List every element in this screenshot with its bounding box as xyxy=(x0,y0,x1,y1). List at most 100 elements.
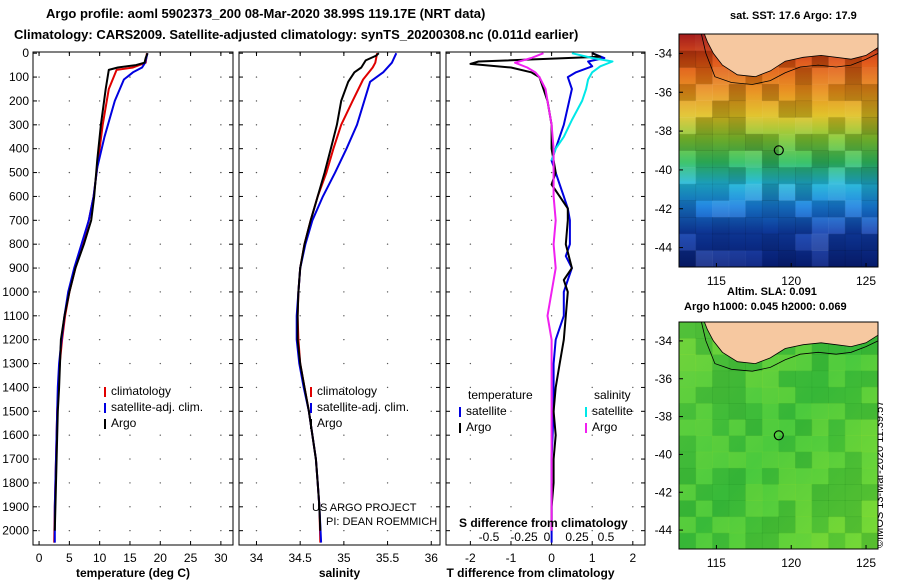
grid-dot xyxy=(430,100,432,102)
map-texture-cell xyxy=(745,467,763,485)
map-texture-cell xyxy=(679,34,697,52)
grid-dot xyxy=(591,147,593,150)
map-texture-cell xyxy=(728,83,746,102)
map-texture-cell xyxy=(745,183,763,201)
grid-dot xyxy=(159,171,161,174)
map-texture-cell xyxy=(728,386,746,404)
legend-label: Argo xyxy=(592,420,618,434)
map-texture-cell xyxy=(679,117,697,135)
map-texture-cell xyxy=(679,322,697,339)
map-texture-cell xyxy=(861,435,879,453)
grid-dot xyxy=(38,362,40,365)
grid-dot xyxy=(632,529,634,532)
map-texture-cell xyxy=(712,532,730,550)
x-axis-label: temperature (deg C) xyxy=(76,566,190,580)
map-x-tick-label: 115 xyxy=(707,556,726,570)
map-texture-cell xyxy=(828,500,846,518)
grid-dot xyxy=(189,434,192,436)
grid-dot xyxy=(38,267,40,269)
grid-dot xyxy=(220,76,222,78)
grid-dot xyxy=(632,195,634,198)
grid-dot xyxy=(591,458,593,460)
map-texture-cell xyxy=(861,451,879,469)
map-texture-cell xyxy=(828,217,846,235)
grid-dot xyxy=(255,506,258,508)
grid-dot xyxy=(98,410,101,413)
map-texture-cell xyxy=(712,451,730,469)
grid-dot xyxy=(299,171,301,174)
map-texture-cell xyxy=(844,451,862,469)
legend-label: satellite-adj. clim. xyxy=(317,400,409,414)
map-texture-cell xyxy=(811,217,829,235)
grid-dot xyxy=(220,529,222,532)
grid-dot xyxy=(343,315,345,317)
map-texture-cell xyxy=(811,484,829,501)
map-texture-cell xyxy=(828,67,846,85)
grid-dot xyxy=(220,506,222,508)
grid-dot xyxy=(469,267,472,269)
grid-dot xyxy=(299,219,301,222)
map-texture-cell xyxy=(728,217,746,235)
map-texture-cell xyxy=(844,386,862,404)
grid-dot xyxy=(430,243,432,245)
map-texture-cell xyxy=(844,100,862,118)
grid-dot xyxy=(632,338,634,341)
grid-dot xyxy=(550,171,553,174)
grid-dot xyxy=(510,243,512,245)
grid-dot xyxy=(38,219,40,222)
map-texture-cell xyxy=(745,500,763,518)
x-tick-label: 34.5 xyxy=(288,551,312,565)
grid-dot xyxy=(430,338,432,341)
grid-dot xyxy=(255,100,258,102)
grid-dot xyxy=(469,219,472,222)
grid-dot xyxy=(591,362,593,365)
x-axis-label: salinity xyxy=(319,566,361,580)
series-line-argo xyxy=(296,52,380,531)
grid-dot xyxy=(255,410,258,413)
map-texture-cell xyxy=(679,370,697,388)
grid-dot xyxy=(129,315,131,317)
map-texture-cell xyxy=(745,150,763,168)
map-frame xyxy=(678,33,879,268)
x-tick-label: 20 xyxy=(154,551,168,565)
y-tick-label: 1200 xyxy=(2,333,29,347)
map-texture-cell xyxy=(761,133,779,151)
map-texture-cell xyxy=(844,150,862,168)
map-texture-cell xyxy=(861,386,879,404)
map-texture-cell xyxy=(745,435,763,453)
grid-dot xyxy=(159,100,161,102)
map-texture-cell xyxy=(679,167,697,185)
map-texture-cell xyxy=(795,117,813,135)
map-texture-cell xyxy=(679,133,697,151)
map-texture-cell xyxy=(811,532,829,550)
map-texture-cell xyxy=(728,516,746,534)
grid-dot xyxy=(129,124,131,126)
x-tick-label: 1 xyxy=(589,551,596,565)
map-texture-cell xyxy=(795,516,813,534)
grid-dot xyxy=(386,458,389,460)
map-texture-cell xyxy=(712,516,730,534)
map-y-tick-label: -34 xyxy=(655,46,673,60)
map-texture-cell xyxy=(695,183,713,201)
grid-dot xyxy=(632,315,634,317)
grid-dot xyxy=(550,100,553,102)
map-texture-cell xyxy=(861,250,879,268)
profile-panel-1: 0 5 10 15 20 25 300100200300400500600700800900… xyxy=(2,46,234,580)
map-texture-cell xyxy=(728,451,746,469)
grid-dot xyxy=(591,506,593,508)
grid-dot xyxy=(255,76,258,78)
y-tick-label: 1300 xyxy=(2,357,29,371)
grid-dot xyxy=(159,458,161,460)
legend-label: satellite-adj. clim. xyxy=(111,400,203,414)
map-texture-cell xyxy=(745,133,763,151)
x-tick-label: 30 xyxy=(214,551,228,565)
map-texture-cell xyxy=(695,516,713,534)
grid-dot xyxy=(98,362,101,365)
grid-dot xyxy=(386,76,389,78)
map-texture-cell xyxy=(695,117,713,135)
grid-dot xyxy=(129,291,131,293)
x2-tick-label: -0.5 xyxy=(479,530,500,544)
grid-dot xyxy=(159,529,161,532)
grid-dot xyxy=(632,410,634,413)
grid-dot xyxy=(343,243,345,245)
